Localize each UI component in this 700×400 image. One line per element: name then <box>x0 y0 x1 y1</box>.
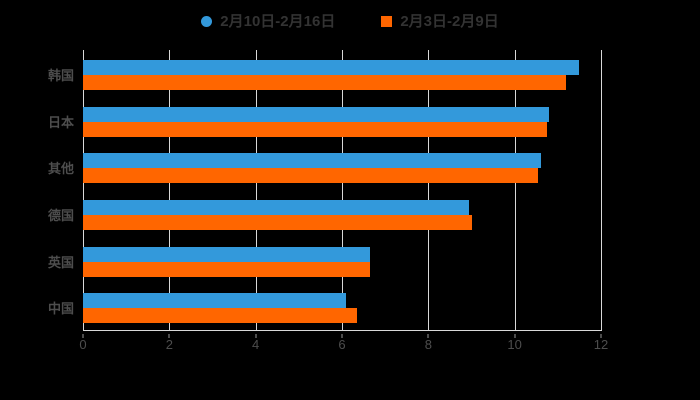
x-axis-line <box>83 330 602 331</box>
gridline-8 <box>428 50 430 330</box>
y-axis-label-中国: 中国 <box>47 301 74 317</box>
x-tick-mark-0 <box>82 334 84 338</box>
bar-中国-series-1[interactable] <box>83 293 347 309</box>
x-tick-label-4: 4 <box>252 337 260 352</box>
x-tick-mark-6 <box>341 334 343 338</box>
gridline-10 <box>514 50 516 330</box>
y-axis-label-其他: 其他 <box>47 161 74 177</box>
x-tick-label-6: 6 <box>338 337 346 352</box>
bar-英国-series-1[interactable] <box>83 246 371 262</box>
bar-德国-series-1[interactable] <box>83 200 470 215</box>
x-tick-mark-2 <box>168 334 170 338</box>
legend-square-marker-icon <box>381 15 393 27</box>
x-tick-label-8: 8 <box>424 337 432 352</box>
x-tick-mark-8 <box>427 334 429 338</box>
gridline-4 <box>255 50 257 330</box>
gridline-2 <box>169 50 171 330</box>
x-tick-label-0: 0 <box>79 337 87 352</box>
bar-其他-series-2[interactable] <box>83 168 539 184</box>
bar-日本-series-2[interactable] <box>83 121 548 137</box>
bar-日本-series-1[interactable] <box>83 106 550 122</box>
bar-德国-series-2[interactable] <box>83 215 472 230</box>
gridline-0 <box>83 50 84 330</box>
plot-area <box>83 50 602 330</box>
legend-circle-marker-icon <box>201 15 213 27</box>
bar-其他-series-1[interactable] <box>83 153 541 169</box>
y-axis-label-韩国: 韩国 <box>47 68 74 83</box>
gridline-12 <box>601 50 602 330</box>
y-axis-label-英国: 英国 <box>47 254 74 270</box>
bar-韩国-series-1[interactable] <box>83 60 580 75</box>
bar-英国-series-2[interactable] <box>83 261 371 277</box>
y-axis-label-德国: 德国 <box>47 208 74 223</box>
y-axis-label-日本: 日本 <box>47 114 74 130</box>
bar-中国-series-2[interactable] <box>83 308 358 324</box>
y-axis-category-labels: 韩国日本其他德国英国中国 <box>0 50 74 330</box>
x-tick-mark-4 <box>255 334 257 338</box>
x-axis-ticks: 0 2 4 6 8 10 12 <box>0 334 700 356</box>
legend-item-series-1[interactable]: 2月10日-2月16日 <box>201 14 335 29</box>
x-tick-label-2: 2 <box>165 337 173 352</box>
x-tick-label-12: 12 <box>593 337 609 352</box>
gridline-6 <box>342 50 343 330</box>
x-tick-label-10: 10 <box>507 337 522 352</box>
bar-韩国-series-2[interactable] <box>83 75 567 90</box>
chart-legend: 2月10日-2月16日 2月3日-2月9日 <box>0 8 700 34</box>
legend-label-series-1: 2月10日-2月16日 <box>220 12 336 30</box>
x-tick-mark-10 <box>514 334 516 338</box>
x-tick-mark-12 <box>600 334 602 338</box>
legend-item-series-2[interactable]: 2月3日-2月9日 <box>381 12 499 30</box>
legend-label-series-2: 2月3日-2月9日 <box>400 12 499 30</box>
